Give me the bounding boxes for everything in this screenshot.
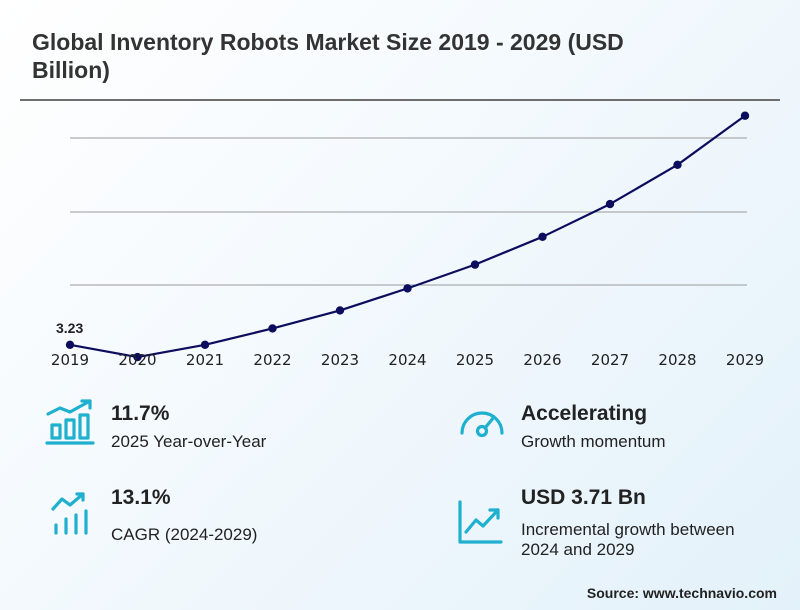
stat-yoy: 11.7% 2025 Year-over-Year bbox=[111, 402, 266, 452]
stat-cagr-value: 13.1% bbox=[111, 486, 171, 509]
x-tick-label-2022: 2022 bbox=[253, 351, 291, 369]
stat-incremental-label: Incremental growth between 2024 and 2029 bbox=[521, 520, 735, 559]
stat-momentum-value: Accelerating bbox=[521, 402, 648, 425]
x-tick-label-2026: 2026 bbox=[523, 351, 561, 369]
x-tick-label-2025: 2025 bbox=[456, 351, 494, 369]
bar-chart-growth-icon bbox=[45, 399, 95, 445]
stat-momentum-label: Growth momentum bbox=[521, 432, 666, 451]
stat-cagr-label: CAGR (2024-2029) bbox=[111, 525, 258, 544]
stat-momentum: Accelerating Growth momentum bbox=[521, 402, 666, 452]
x-tick-label-2024: 2024 bbox=[388, 351, 426, 369]
speedometer-icon bbox=[460, 411, 504, 438]
stat-yoy-label: 2025 Year-over-Year bbox=[111, 432, 267, 451]
title-divider bbox=[20, 99, 780, 101]
data-point-2023 bbox=[335, 306, 345, 315]
x-tick-label-2023: 2023 bbox=[321, 351, 359, 369]
chart-title: Global Inventory Robots Market Size 2019… bbox=[32, 29, 624, 83]
x-tick-label-2020: 2020 bbox=[118, 351, 156, 369]
x-tick-label-2021: 2021 bbox=[186, 351, 224, 369]
stat-incremental: USD 3.71 Bn Incremental growth between 2… bbox=[521, 486, 761, 560]
data-point-2027 bbox=[605, 199, 615, 209]
trend-bars-icon bbox=[51, 492, 88, 535]
data-point-2021 bbox=[200, 340, 210, 350]
data-point-2029 bbox=[740, 111, 750, 120]
stat-yoy-value: 11.7% bbox=[111, 402, 170, 425]
x-tick-label-2019: 2019 bbox=[51, 351, 89, 369]
x-tick-label-2027: 2027 bbox=[591, 351, 629, 369]
line-chart-up-icon bbox=[458, 500, 503, 544]
data-label-2019: 3.23 bbox=[56, 320, 83, 336]
data-point-2026 bbox=[538, 232, 547, 242]
data-point-2020 bbox=[133, 352, 142, 362]
data-point-2022 bbox=[268, 324, 277, 333]
stat-incremental-value: USD 3.71 Bn bbox=[521, 486, 646, 509]
data-point-2028 bbox=[673, 160, 682, 170]
x-tick-label-2029: 2029 bbox=[726, 351, 764, 369]
source-credit: Source: www.technavio.com bbox=[586, 585, 777, 601]
series-line bbox=[69, 114, 746, 359]
data-point-2025 bbox=[470, 260, 480, 269]
data-point-2024 bbox=[403, 284, 412, 293]
stat-cagr: 13.1% CAGR (2024-2029) bbox=[111, 486, 257, 545]
line-chart: 3.23 2019 2020 2021 2022 2023 2024 2025 2026 2027… bbox=[51, 111, 764, 369]
data-point-2019 bbox=[65, 340, 75, 350]
x-tick-label-2028: 2028 bbox=[658, 351, 696, 369]
